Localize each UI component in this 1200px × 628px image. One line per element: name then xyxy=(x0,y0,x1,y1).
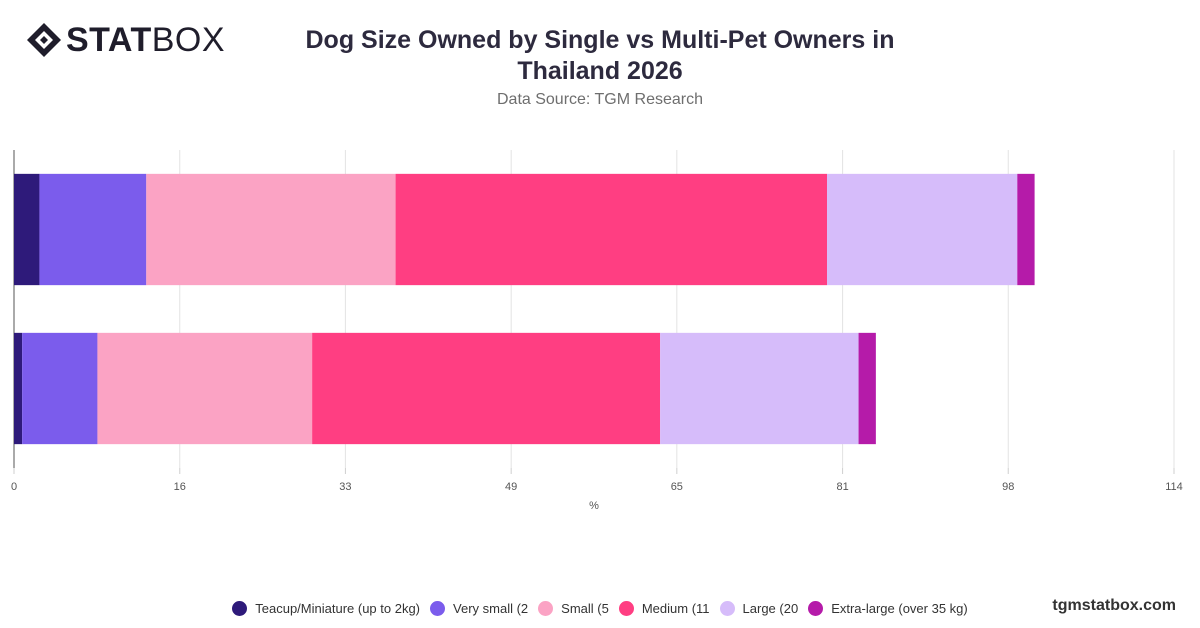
legend-swatch-icon xyxy=(538,601,554,616)
legend-swatch-icon xyxy=(618,601,634,616)
bar-segment[interactable] xyxy=(1017,173,1035,286)
x-tick-label: 16 xyxy=(174,481,186,493)
bar-segment[interactable] xyxy=(14,173,40,286)
bar-segment[interactable] xyxy=(858,332,876,445)
legend-label: Small (5 xyxy=(561,601,609,616)
legend-swatch-icon xyxy=(430,601,446,616)
legend-swatch-icon xyxy=(719,601,735,616)
legend-swatch-icon xyxy=(808,601,824,616)
x-tick-label: 0 xyxy=(11,481,17,493)
bar-segment[interactable] xyxy=(395,173,828,286)
statbox-logo: STATBOX xyxy=(26,22,225,58)
x-tick-label: 114 xyxy=(1165,481,1183,493)
x-tick-label: 33 xyxy=(339,481,351,493)
legend-item[interactable]: Medium (11 xyxy=(618,601,710,616)
site-url: tgmstatbox.com xyxy=(1052,597,1176,614)
legend-label: Teacup/Miniature (up to 2kg) xyxy=(255,601,421,616)
legend-label: Very small (2 xyxy=(453,601,529,616)
chart-title: Dog Size Owned by Single vs Multi-Pet Ow… xyxy=(305,26,895,85)
x-tick-label: 81 xyxy=(836,481,848,493)
legend-label: Medium (11 xyxy=(641,601,710,616)
chart-subtitle: Data Source: TGM Research xyxy=(496,91,703,108)
x-tick-label: 98 xyxy=(1002,481,1014,493)
bar-segment[interactable] xyxy=(14,332,23,445)
legend-item[interactable]: Very small (2 xyxy=(430,601,528,616)
legend-item[interactable]: Large (20 xyxy=(719,601,799,616)
legend-swatch-icon xyxy=(232,601,248,616)
logo-text: STATBOX xyxy=(66,21,226,59)
legend-item[interactable]: Teacup/Miniature (up to 2kg) xyxy=(232,601,420,616)
bar-segment[interactable] xyxy=(97,332,313,445)
legend-item[interactable]: Extra-large (over 35 kg) xyxy=(808,601,968,616)
bar-segment[interactable] xyxy=(660,332,859,445)
legend-item[interactable]: Small (5 xyxy=(538,601,609,616)
x-tick-label: 65 xyxy=(671,481,683,493)
bar-segment[interactable] xyxy=(827,173,1018,286)
legend-label: Large (20 xyxy=(742,601,799,616)
chart-legend: Teacup/Miniature (up to 2kg) Very small (… xyxy=(0,601,1200,616)
bar-segment[interactable] xyxy=(146,173,396,286)
x-axis-label: % xyxy=(589,500,599,512)
bar-segment[interactable] xyxy=(312,332,661,445)
diamond-logo-icon xyxy=(27,23,61,57)
bar-segment[interactable] xyxy=(22,332,98,445)
bar-segment[interactable] xyxy=(39,173,147,286)
x-tick-label: 49 xyxy=(505,481,517,493)
legend-label: Extra-large (over 35 kg) xyxy=(831,601,968,616)
